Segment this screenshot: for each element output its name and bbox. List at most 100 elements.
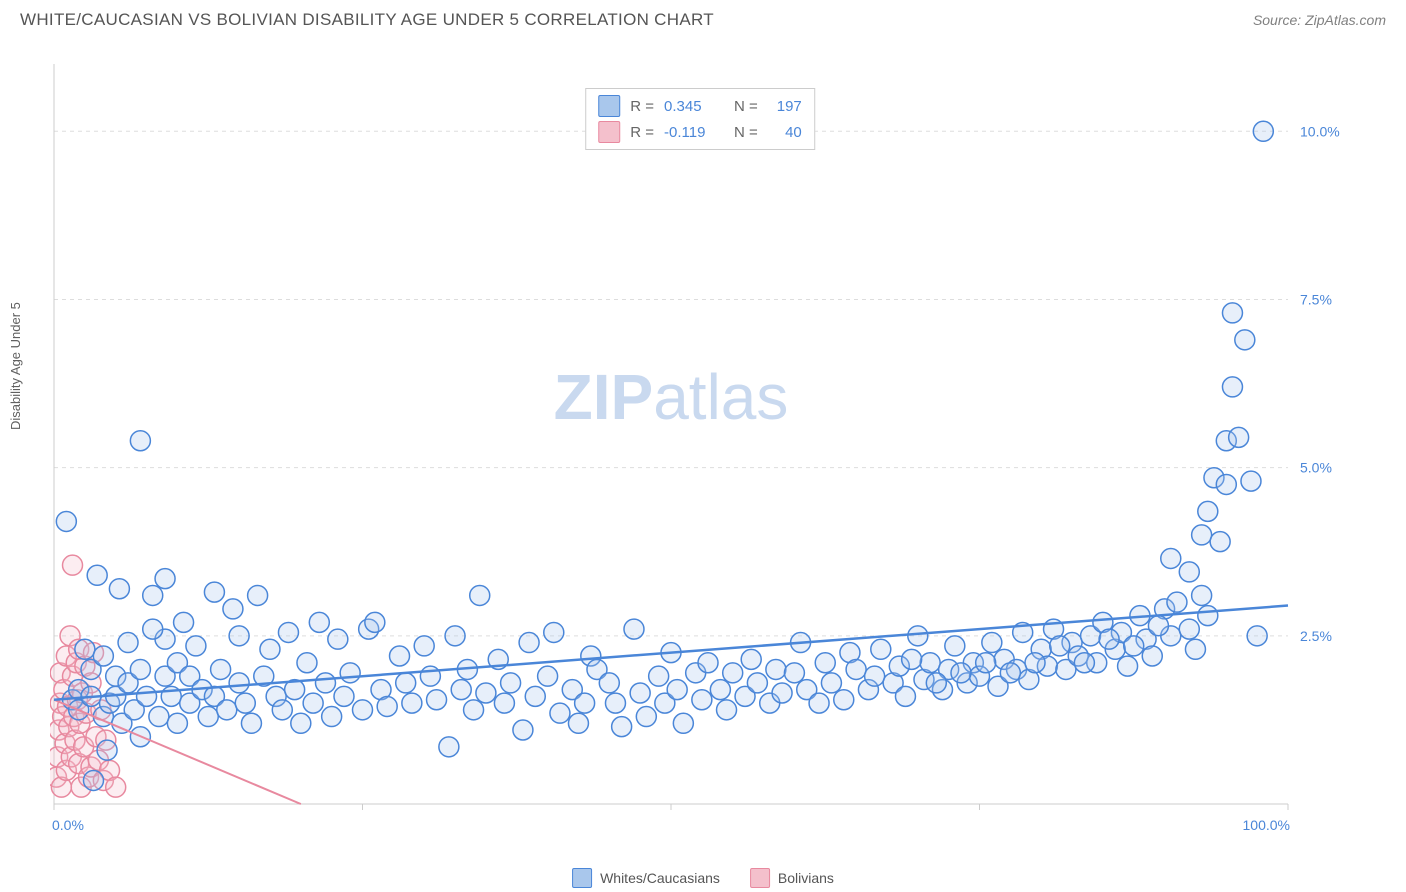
data-point <box>1253 121 1273 141</box>
y-tick-label: 10.0% <box>1300 123 1340 139</box>
data-point <box>809 693 829 713</box>
data-point <box>278 622 298 642</box>
chart-area: 2.5%5.0%7.5%10.0%0.0%100.0%ZIPatlas R =0… <box>50 46 1350 846</box>
data-point <box>494 693 514 713</box>
data-point <box>1179 562 1199 582</box>
data-point <box>519 633 539 653</box>
data-point <box>605 693 625 713</box>
source-credit: Source: ZipAtlas.com <box>1253 12 1386 28</box>
stat-legend-row: R =-0.119N =40 <box>598 119 802 145</box>
data-point <box>414 636 434 656</box>
data-point <box>1185 639 1205 659</box>
data-point <box>315 673 335 693</box>
data-point <box>568 713 588 733</box>
data-point <box>544 622 564 642</box>
r-label: R = <box>630 124 654 141</box>
data-point <box>908 626 928 646</box>
data-point <box>1235 330 1255 350</box>
correlation-legend: R =0.345N =197R =-0.119N =40 <box>585 88 815 150</box>
data-point <box>143 619 163 639</box>
data-point <box>340 663 360 683</box>
scatter-plot-svg: 2.5%5.0%7.5%10.0%0.0%100.0%ZIPatlas <box>50 46 1350 846</box>
data-point <box>476 683 496 703</box>
data-point <box>1142 646 1162 666</box>
n-value: 40 <box>768 124 802 141</box>
series-legend: Whites/CaucasiansBolivians <box>572 868 834 888</box>
data-point <box>821 673 841 693</box>
data-point <box>223 599 243 619</box>
data-point <box>109 579 129 599</box>
data-point <box>1198 606 1218 626</box>
chart-title: WHITE/CAUCASIAN VS BOLIVIAN DISABILITY A… <box>20 10 714 30</box>
data-point <box>673 713 693 733</box>
data-point <box>322 707 342 727</box>
data-point <box>377 696 397 716</box>
data-point <box>1099 629 1119 649</box>
legend-label: Whites/Caucasians <box>600 870 720 886</box>
data-point <box>229 673 249 693</box>
data-point <box>235 693 255 713</box>
y-tick-label: 7.5% <box>1300 291 1332 307</box>
data-point <box>624 619 644 639</box>
data-point <box>1161 548 1181 568</box>
data-point <box>106 777 126 797</box>
data-point <box>1222 377 1242 397</box>
data-point <box>982 633 1002 653</box>
data-point <box>667 680 687 700</box>
r-value: 0.345 <box>664 98 716 115</box>
data-point <box>513 720 533 740</box>
data-point <box>328 629 348 649</box>
legend-swatch <box>572 868 592 888</box>
y-axis-label: Disability Age Under 5 <box>8 302 23 430</box>
legend-item: Whites/Caucasians <box>572 868 720 888</box>
source-name: ZipAtlas.com <box>1305 12 1386 28</box>
data-point <box>538 666 558 686</box>
data-point <box>636 707 656 727</box>
data-point <box>396 673 416 693</box>
data-point <box>260 639 280 659</box>
data-point <box>784 663 804 683</box>
data-point <box>550 703 570 723</box>
data-point <box>698 653 718 673</box>
data-point <box>204 582 224 602</box>
data-point <box>451 680 471 700</box>
data-point <box>951 663 971 683</box>
data-point <box>87 565 107 585</box>
data-point <box>692 690 712 710</box>
data-point <box>445 626 465 646</box>
watermark: ZIPatlas <box>554 361 789 433</box>
data-point <box>926 673 946 693</box>
data-point <box>63 555 83 575</box>
data-point <box>766 659 786 679</box>
x-start-label: 0.0% <box>52 817 84 833</box>
stat-legend-row: R =0.345N =197 <box>598 93 802 119</box>
legend-swatch <box>750 868 770 888</box>
data-point <box>834 690 854 710</box>
data-point <box>612 717 632 737</box>
data-point <box>198 707 218 727</box>
data-point <box>186 636 206 656</box>
data-point <box>155 569 175 589</box>
data-point <box>365 612 385 632</box>
data-point <box>575 693 595 713</box>
x-end-label: 100.0% <box>1243 817 1290 833</box>
data-point <box>211 659 231 679</box>
data-point <box>717 700 737 720</box>
chart-header: WHITE/CAUCASIAN VS BOLIVIAN DISABILITY A… <box>0 0 1406 30</box>
data-point <box>1118 656 1138 676</box>
data-point <box>297 653 317 673</box>
data-point <box>1222 303 1242 323</box>
data-point <box>334 686 354 706</box>
data-point <box>741 649 761 669</box>
data-point <box>130 659 150 679</box>
data-point <box>1148 616 1168 636</box>
n-label: N = <box>734 98 758 115</box>
data-point <box>143 585 163 605</box>
y-tick-label: 5.0% <box>1300 460 1332 476</box>
data-point <box>353 700 373 720</box>
data-point <box>710 680 730 700</box>
data-point <box>1210 532 1230 552</box>
data-point <box>149 707 169 727</box>
data-point <box>815 653 835 673</box>
legend-swatch <box>598 121 620 143</box>
